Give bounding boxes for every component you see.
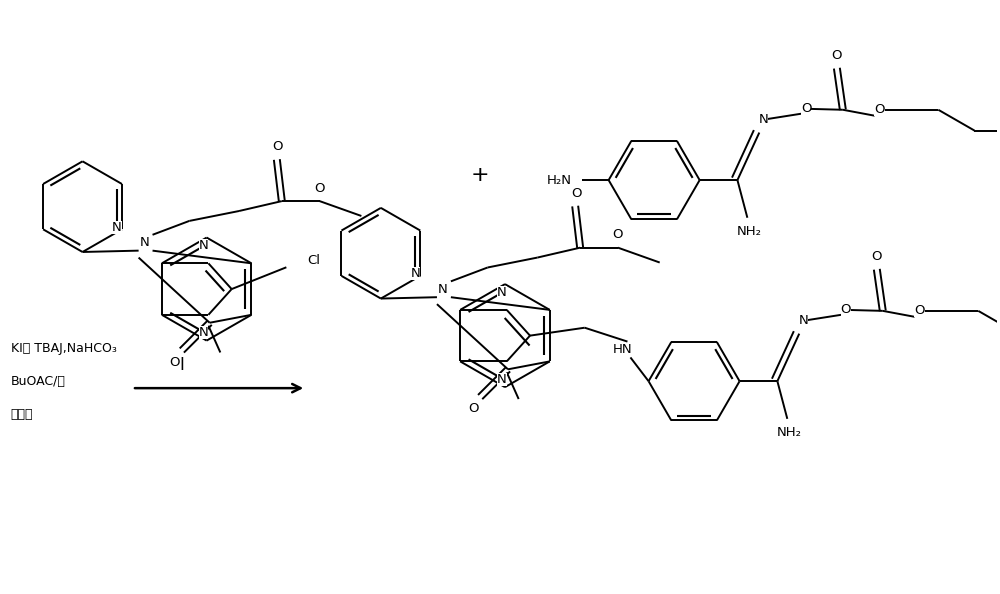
Text: N: N: [497, 372, 507, 386]
Text: N: N: [798, 314, 808, 327]
Text: O: O: [832, 49, 842, 62]
Text: O: O: [914, 304, 925, 317]
Text: N: N: [199, 239, 208, 252]
Text: HN: HN: [613, 343, 632, 356]
Text: O: O: [170, 356, 180, 369]
Text: O: O: [801, 102, 811, 115]
Text: N: N: [140, 236, 149, 249]
Text: O: O: [841, 304, 851, 317]
Text: O: O: [273, 140, 283, 153]
Text: H₂N: H₂N: [546, 173, 571, 187]
Text: N: N: [112, 221, 122, 234]
Text: NH₂: NH₂: [737, 225, 762, 238]
Text: O: O: [314, 182, 325, 195]
Text: N: N: [758, 113, 768, 126]
Text: Cl: Cl: [308, 254, 321, 267]
Text: N: N: [438, 283, 448, 296]
Text: O: O: [571, 187, 581, 200]
Text: +: +: [471, 165, 489, 185]
Text: NH₂: NH₂: [777, 426, 802, 439]
Text: O: O: [872, 250, 882, 263]
Text: I: I: [179, 356, 184, 374]
Text: BuOAC/水: BuOAC/水: [11, 375, 66, 388]
Text: 环己烷: 环己烷: [11, 409, 33, 421]
Text: KI， TBAJ,NaHCO₃: KI， TBAJ,NaHCO₃: [11, 342, 117, 355]
Text: N: N: [199, 326, 208, 339]
Text: O: O: [613, 228, 623, 241]
Text: N: N: [497, 286, 507, 299]
Text: O: O: [874, 103, 885, 116]
Text: O: O: [468, 403, 478, 415]
Text: N: N: [410, 267, 420, 280]
